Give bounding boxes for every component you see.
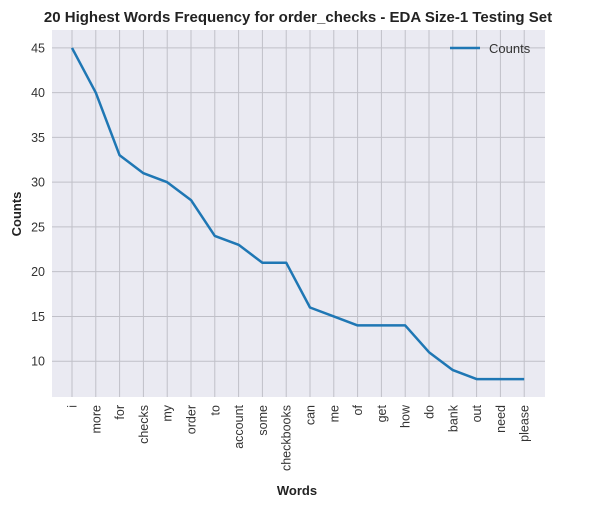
legend-label-counts: Counts	[489, 41, 531, 56]
x-tick-label: for	[113, 405, 127, 420]
x-tick-label: some	[256, 405, 270, 436]
y-axis-label: Counts	[9, 192, 24, 237]
x-tick-label: checks	[137, 405, 151, 444]
x-tick-labels: i more for checks my order to account some checkb…	[66, 404, 532, 471]
y-tick-label: 10	[31, 355, 45, 369]
x-axis-label: Words	[277, 483, 317, 498]
x-tick-label: please	[518, 405, 532, 442]
chart-title: 20 Highest Words Frequency for order_che…	[44, 9, 552, 26]
y-tick-label: 35	[31, 131, 45, 145]
series-line-counts	[70, 47, 525, 381]
x-tick-label: get	[375, 404, 389, 422]
x-tick-label: order	[185, 405, 199, 434]
x-tick-label: checkbooks	[280, 405, 294, 471]
x-tick-label: i	[66, 405, 80, 408]
x-tick-label: of	[351, 404, 365, 415]
y-tick-label: 20	[31, 265, 45, 279]
x-tick-label: out	[470, 404, 484, 422]
y-tick-label: 25	[31, 220, 45, 234]
x-tick-label: how	[399, 404, 413, 428]
y-tick-label: 15	[31, 310, 45, 324]
legend: Counts	[450, 41, 531, 56]
x-tick-label: do	[423, 405, 437, 419]
plot-area	[52, 30, 545, 397]
x-tick-label: to	[208, 405, 222, 415]
x-tick-label: bank	[446, 404, 460, 432]
y-tick-labels: 10 15 20 25 30 35 40 45	[31, 41, 45, 368]
x-tick-label: account	[232, 404, 246, 448]
y-tick-label: 30	[31, 176, 45, 190]
x-tick-label: can	[304, 405, 318, 425]
y-tick-label: 40	[31, 86, 45, 100]
grid	[52, 30, 545, 397]
x-tick-label: need	[494, 405, 508, 433]
x-tick-label: me	[327, 405, 341, 422]
x-tick-label: more	[89, 405, 103, 434]
y-tick-label: 45	[31, 41, 45, 55]
x-tick-label: my	[161, 404, 175, 421]
